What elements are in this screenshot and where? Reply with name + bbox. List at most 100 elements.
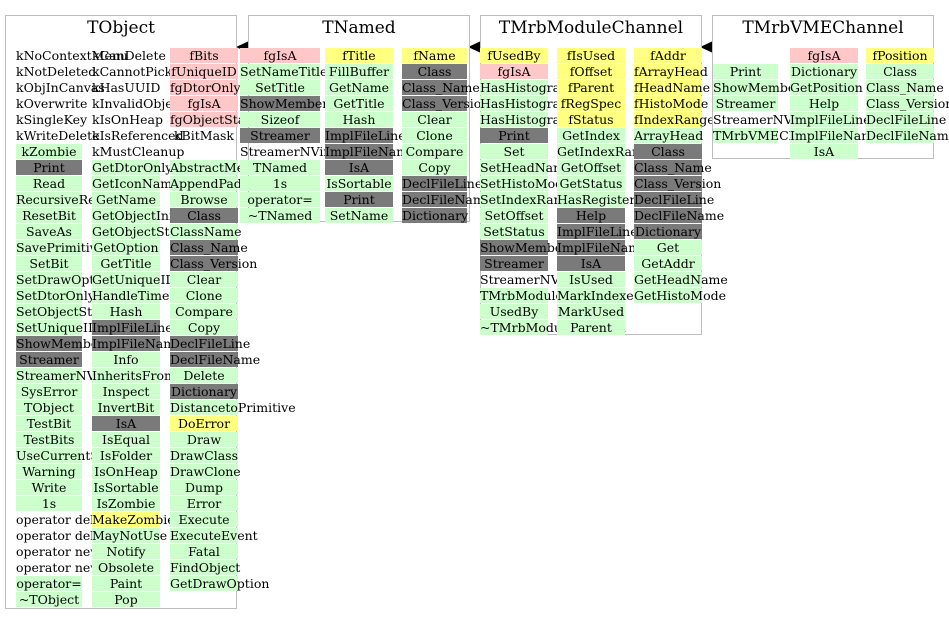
- class-member[interactable]: IsA: [557, 256, 625, 271]
- class-title[interactable]: TNamed: [322, 18, 396, 38]
- class-member[interactable]: ShowMembers: [480, 240, 575, 255]
- class-member[interactable]: ShowMembers: [240, 96, 335, 111]
- class-member[interactable]: ClassName: [170, 224, 242, 239]
- class-member[interactable]: SetDrawOption: [16, 272, 114, 287]
- class-member[interactable]: Print: [325, 192, 393, 207]
- class-member[interactable]: GetDtorOnly: [92, 160, 173, 175]
- class-member[interactable]: MarkUsed: [557, 304, 625, 319]
- class-member[interactable]: ImplFileName: [790, 128, 881, 143]
- class-member[interactable]: Class_Name: [402, 80, 480, 95]
- class-member[interactable]: Clear: [170, 272, 238, 287]
- class-member[interactable]: GetHistoMode: [634, 288, 726, 303]
- class-member[interactable]: Print: [713, 64, 778, 79]
- class-member[interactable]: GetDrawOption: [170, 576, 270, 591]
- class-member[interactable]: TNamed: [240, 160, 320, 175]
- class-member[interactable]: kMustCleanup: [92, 144, 185, 159]
- class-member[interactable]: Compare: [170, 304, 238, 319]
- class-member[interactable]: GetStatus: [557, 176, 625, 191]
- class-member[interactable]: Dictionary: [402, 208, 469, 223]
- class-member[interactable]: Write: [16, 480, 82, 495]
- class-member[interactable]: kNotDeleted: [16, 64, 97, 79]
- class-member[interactable]: Error: [170, 496, 238, 511]
- class-member[interactable]: MayNotUse: [92, 528, 168, 543]
- class-member[interactable]: SetUniqueID: [16, 320, 98, 335]
- class-member[interactable]: kInvalidObject: [92, 96, 185, 111]
- class-member[interactable]: GetObjectStat: [92, 224, 183, 239]
- class-member[interactable]: Class: [402, 64, 467, 79]
- class-member[interactable]: Dictionary: [634, 224, 702, 239]
- class-member[interactable]: operator=: [16, 576, 82, 591]
- class-member[interactable]: GetPosition: [790, 80, 863, 95]
- class-title[interactable]: TMrbVMEChannel: [742, 18, 904, 38]
- class-member[interactable]: Print: [480, 128, 548, 143]
- class-member[interactable]: FindObject: [170, 560, 241, 575]
- class-member[interactable]: Copy: [170, 320, 238, 335]
- class-member[interactable]: Streamer: [240, 128, 320, 143]
- class-member[interactable]: FillBuffer: [325, 64, 393, 79]
- class-member[interactable]: DeclFileLine: [402, 176, 483, 191]
- class-member[interactable]: IsUsed: [557, 272, 625, 287]
- class-member[interactable]: MakeZombie: [92, 512, 175, 527]
- class-title[interactable]: TMrbModuleChannel: [498, 18, 684, 38]
- class-member[interactable]: DeclFileName: [402, 192, 493, 207]
- class-member[interactable]: fStatus: [557, 112, 625, 127]
- class-member[interactable]: RecursiveRemove: [16, 192, 130, 207]
- class-member[interactable]: AbstractMethod: [170, 160, 273, 175]
- class-member[interactable]: fParent: [557, 80, 625, 95]
- class-member[interactable]: ~TNamed: [240, 208, 320, 223]
- class-member[interactable]: ~TMrbModuleChannel: [480, 320, 626, 335]
- class-member[interactable]: Class_Version: [170, 256, 258, 271]
- class-member[interactable]: IsSortable: [92, 480, 160, 495]
- class-member[interactable]: GetObjectInfo: [92, 208, 182, 223]
- class-member[interactable]: Draw: [170, 432, 238, 447]
- class-member[interactable]: Clone: [402, 128, 467, 143]
- class-member[interactable]: fgIsA: [170, 96, 238, 111]
- class-member[interactable]: Hash: [92, 304, 160, 319]
- class-member[interactable]: SetNameTitle: [240, 64, 328, 79]
- class-member[interactable]: DeclFileLine: [634, 192, 715, 207]
- class-member[interactable]: GetIconName: [92, 176, 180, 191]
- class-member[interactable]: HandleTimer: [92, 288, 176, 303]
- class-member[interactable]: DrawClone: [170, 464, 241, 479]
- class-member[interactable]: Print: [16, 160, 82, 175]
- class-member[interactable]: IsA: [92, 416, 160, 431]
- class-member[interactable]: kIsOnHeap: [92, 112, 163, 127]
- class-member[interactable]: DoError: [170, 416, 238, 431]
- class-member[interactable]: Dump: [170, 480, 238, 495]
- class-member[interactable]: Obsolete: [92, 560, 160, 575]
- class-member[interactable]: fgIsA: [240, 48, 320, 63]
- class-member[interactable]: Streamer: [16, 352, 82, 367]
- class-member[interactable]: ArrayHead: [634, 128, 704, 143]
- class-member[interactable]: fOffset: [557, 64, 625, 79]
- class-member[interactable]: Hash: [325, 112, 393, 127]
- class-member[interactable]: 1s: [240, 176, 320, 191]
- class-member[interactable]: SetName: [325, 208, 393, 223]
- class-member[interactable]: SetOffset: [480, 208, 548, 223]
- class-member[interactable]: Class_Version: [866, 96, 949, 111]
- class-member[interactable]: kObjInCanvas: [16, 80, 105, 95]
- class-member[interactable]: fPosition: [866, 48, 934, 63]
- class-member[interactable]: Sizeof: [240, 112, 320, 127]
- class-member[interactable]: TestBit: [16, 416, 82, 431]
- class-title[interactable]: TObject: [87, 18, 155, 38]
- class-member[interactable]: IsZombie: [92, 496, 160, 511]
- class-member[interactable]: InvertBit: [92, 400, 160, 415]
- class-member[interactable]: StreamerNVirtual: [240, 144, 354, 159]
- class-member[interactable]: fRegSpec: [557, 96, 625, 111]
- class-member[interactable]: kOverwrite: [16, 96, 88, 111]
- class-member[interactable]: fArrayHead: [634, 64, 708, 79]
- class-member[interactable]: 1s: [16, 496, 82, 511]
- class-member[interactable]: fUniqueID: [170, 64, 238, 79]
- class-member[interactable]: GetTitle: [92, 256, 160, 271]
- class-member[interactable]: ImplFileName: [557, 240, 648, 255]
- class-member[interactable]: kCanDelete: [92, 48, 166, 63]
- class-member[interactable]: ImplFileName: [92, 336, 183, 351]
- class-member[interactable]: Inspect: [92, 384, 160, 399]
- class-member[interactable]: SetDtorOnly: [16, 288, 95, 303]
- class-member[interactable]: Delete: [170, 368, 238, 383]
- class-member[interactable]: HasHistogramDefined: [480, 80, 621, 95]
- class-member[interactable]: SetIndexRange: [480, 192, 578, 207]
- class-member[interactable]: operator delete: [16, 512, 115, 527]
- class-member[interactable]: kZombie: [16, 144, 82, 159]
- class-member[interactable]: ~TObject: [16, 592, 82, 607]
